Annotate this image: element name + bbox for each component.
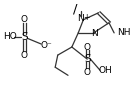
Text: S: S [21,32,28,42]
Text: O: O [84,68,91,77]
Text: S: S [84,54,91,64]
Text: OH: OH [99,66,113,75]
Text: N: N [77,14,84,23]
Text: /: / [73,2,78,15]
Text: N: N [91,29,98,38]
Text: NH: NH [117,28,130,37]
Text: O⁻: O⁻ [41,41,53,50]
Text: O: O [84,42,91,52]
Text: HO: HO [3,32,17,41]
Text: O: O [21,15,28,24]
Text: +: + [83,13,90,22]
Text: O: O [21,51,28,60]
